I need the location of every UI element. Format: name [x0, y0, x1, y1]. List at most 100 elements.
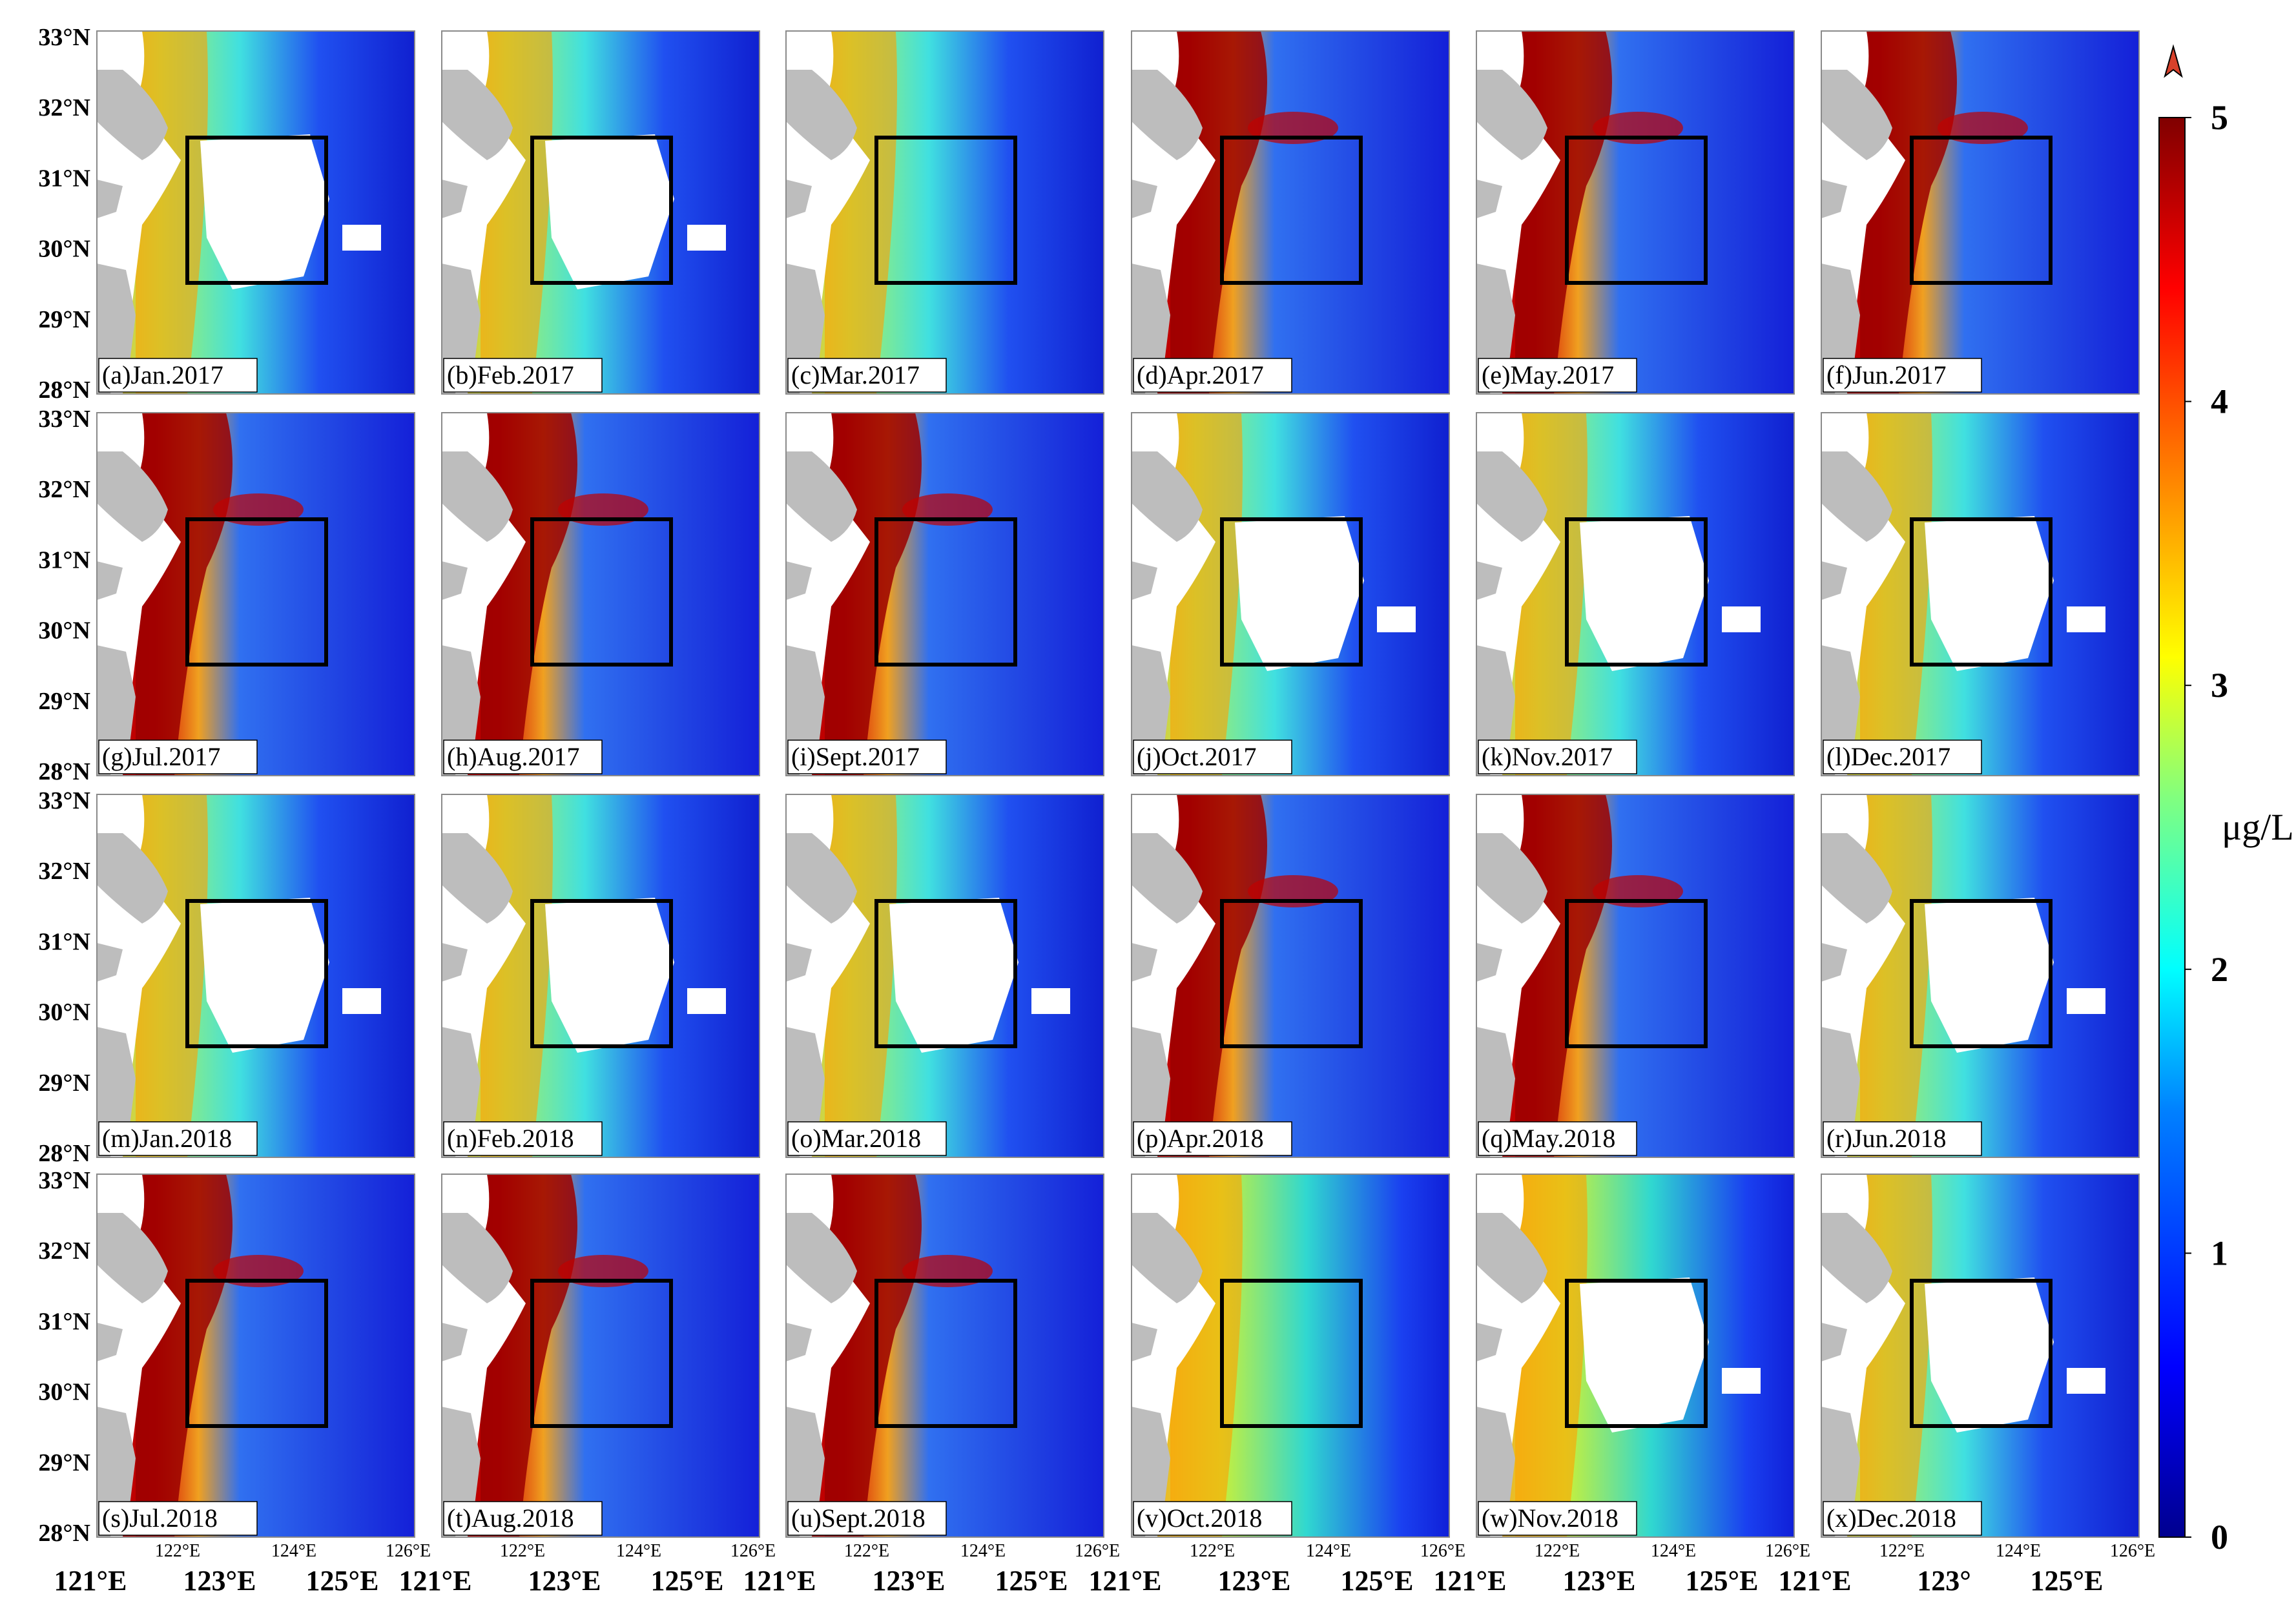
longitude-tick-label: 125°E: [1686, 1565, 1759, 1597]
longitude-minor-tick-label: 124°E: [1651, 1541, 1696, 1561]
panel-label-box: [1823, 1501, 1982, 1536]
panel-label: (u)Sept.2018: [791, 1504, 926, 1533]
study-area-box: [530, 517, 673, 667]
latitude-tick-label: 33°N: [38, 406, 90, 433]
latitude-tick-label: 32°N: [38, 1237, 90, 1265]
land-area: [1821, 943, 1847, 982]
longitude-tick-label: 123°E: [1563, 1565, 1636, 1597]
colorbar-tick-label: 2: [2211, 950, 2228, 989]
land-area: [1821, 451, 1892, 542]
land-area: [1132, 561, 1157, 600]
map-panel-e: (e)May.2017: [1476, 30, 1795, 395]
latitude-tick-label: 31°N: [38, 928, 90, 955]
land-area: [97, 833, 168, 924]
longitude-minor-tick-label: 124°E: [1306, 1541, 1351, 1561]
land-area: [442, 70, 513, 160]
land-area: [786, 943, 812, 982]
latitude-tick-label: 31°N: [38, 546, 90, 574]
longitude-tick-label: 123°E: [1218, 1565, 1291, 1597]
map-panel-c: (c)Mar.2017: [785, 30, 1104, 395]
land-area: [1476, 180, 1502, 218]
no-data-area: [687, 988, 726, 1014]
map-panel-g: (g)Jul.2017: [96, 412, 415, 776]
study-area-box: [874, 136, 1017, 285]
land-area: [1821, 1213, 1892, 1303]
land-area: [97, 1213, 168, 1303]
land-area: [1821, 1323, 1847, 1361]
land-area: [97, 943, 123, 982]
map-panel-v: (v)Oct.2018: [1131, 1174, 1450, 1538]
land-area: [442, 561, 468, 600]
panel-label-box: [1478, 358, 1637, 393]
no-data-area: [1235, 516, 1364, 671]
study-area-box: [1220, 517, 1363, 667]
panel-label-box: [787, 739, 947, 774]
panel-label: (l)Dec.2017: [1826, 742, 1950, 771]
panel-frame: [96, 794, 415, 1158]
panel-label: (r)Jun.2018: [1826, 1124, 1947, 1153]
panel-label-box: [98, 1121, 258, 1156]
panel-label: (b)Feb.2017: [447, 360, 574, 389]
panel-label: (f)Jun.2017: [1826, 360, 1947, 389]
axis-labels: 33°N32°N31°N30°N29°N28°N33°N32°N31°N30°N…: [38, 24, 2155, 1597]
longitude-minor-tick-label: 124°E: [271, 1541, 316, 1561]
map-panel-k: (k)Nov.2017: [1476, 412, 1795, 776]
land-area: [786, 70, 857, 160]
panel-frame: [1476, 412, 1795, 776]
latitude-tick-label: 28°N: [38, 377, 90, 404]
panel-label-box: [787, 358, 947, 393]
map-panel-l: (l)Dec.2017: [1821, 412, 2140, 776]
land-area: [1821, 70, 1892, 160]
panel-label-box: [443, 358, 603, 393]
no-data-area: [2067, 988, 2105, 1014]
latitude-tick-label: 31°N: [38, 1308, 90, 1335]
study-area-box: [1220, 1279, 1363, 1428]
panel-label-box: [1823, 1121, 1982, 1156]
no-data-area: [1925, 1277, 2054, 1432]
latitude-tick-label: 28°N: [38, 1520, 90, 1547]
panel-frame: [1131, 30, 1450, 395]
study-area-box: [1910, 1279, 2053, 1428]
map-panel-d: (d)Apr.2017: [1131, 30, 1450, 395]
longitude-minor-tick-label: 124°E: [616, 1541, 661, 1561]
latitude-tick-label: 30°N: [38, 999, 90, 1026]
panel-label-box: [1478, 1501, 1637, 1536]
panel-frame: [96, 412, 415, 776]
panel-frame: [96, 30, 415, 395]
map-panel-q: (q)May.2018: [1476, 794, 1795, 1158]
latitude-tick-label: 32°N: [38, 858, 90, 885]
latitude-tick-label: 30°N: [38, 236, 90, 263]
study-area-box: [874, 899, 1017, 1048]
land-area: [442, 943, 468, 982]
panel-frame: [441, 30, 760, 395]
panel-frame: [1131, 794, 1450, 1158]
study-area-box: [1910, 136, 2053, 285]
longitude-tick-label: 125°E: [995, 1565, 1068, 1597]
panel-label-box: [98, 739, 258, 774]
longitude-minor-tick-label: 122°E: [500, 1541, 545, 1561]
longitude-tick-label: 123°E: [528, 1565, 601, 1597]
longitude-tick-label: 121°E: [743, 1565, 816, 1597]
no-data-area: [200, 898, 329, 1053]
no-data-area: [342, 988, 381, 1014]
panel-label: (m)Jan.2018: [102, 1124, 232, 1153]
longitude-minor-tick-label: 124°E: [960, 1541, 1006, 1561]
map-panel-f: (f)Jun.2017: [1821, 30, 2140, 395]
land-area: [1476, 451, 1547, 542]
panel-label: (n)Feb.2018: [447, 1124, 574, 1153]
panel-label: (s)Jul.2018: [102, 1504, 218, 1533]
land-area: [786, 561, 812, 600]
longitude-tick-label: 121°E: [1089, 1565, 1162, 1597]
latitude-tick-label: 29°N: [38, 1449, 90, 1476]
study-area-box: [874, 517, 1017, 667]
panel-frame: [1821, 30, 2140, 395]
land-area: [786, 1213, 857, 1303]
land-area: [1821, 561, 1847, 600]
land-area: [786, 1323, 812, 1361]
no-data-area: [1580, 1277, 1709, 1432]
land-area: [786, 451, 857, 542]
no-data-area: [687, 225, 726, 251]
no-data-area: [200, 134, 329, 289]
panel-label: (v)Oct.2018: [1137, 1504, 1262, 1533]
land-area: [442, 180, 468, 218]
